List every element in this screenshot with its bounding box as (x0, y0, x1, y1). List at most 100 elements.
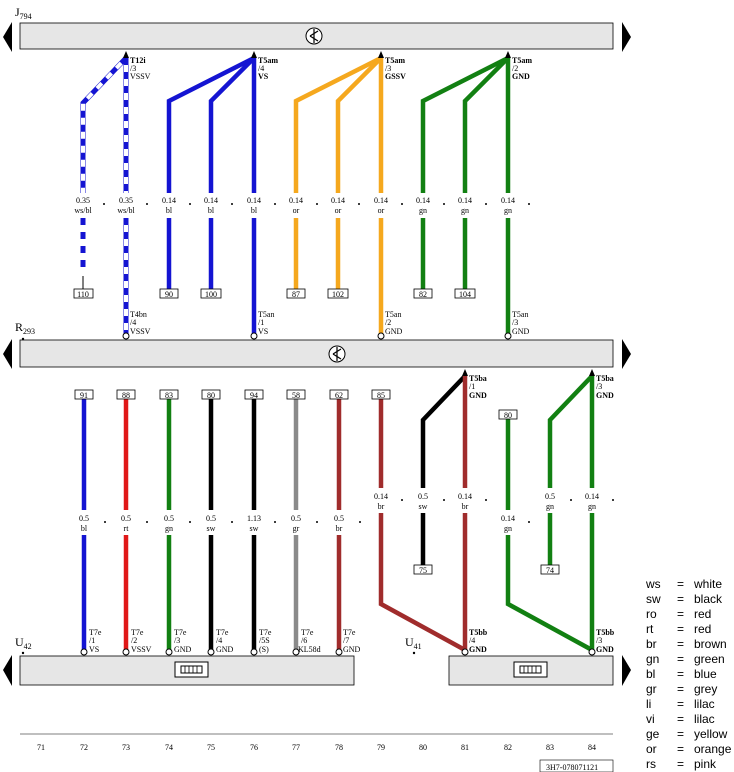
svg-text:sw: sw (419, 502, 428, 511)
svg-text:/4: /4 (216, 636, 222, 645)
svg-text:0.14: 0.14 (331, 196, 345, 205)
svg-text:0.5: 0.5 (206, 514, 216, 523)
svg-text:GND: GND (469, 391, 487, 400)
svg-text:br: br (336, 524, 343, 533)
svg-text:or: or (646, 742, 657, 756)
svg-text:0.5: 0.5 (79, 514, 89, 523)
svg-text:red: red (694, 607, 711, 621)
label-u42: U42 (15, 635, 32, 651)
svg-text:81: 81 (461, 743, 469, 752)
connector-t7e-1: T7e/1VS (89, 628, 102, 654)
svg-text:0.5: 0.5 (418, 492, 428, 501)
svg-text:grey: grey (694, 682, 717, 696)
svg-text:0.14: 0.14 (374, 492, 388, 501)
svg-text:GND: GND (385, 327, 403, 336)
svg-text:0.14: 0.14 (162, 196, 176, 205)
svg-text:br: br (646, 637, 657, 651)
svg-text:79: 79 (377, 743, 385, 752)
svg-text:green: green (694, 652, 725, 666)
svg-text:0.14: 0.14 (289, 196, 303, 205)
svg-text:VSSV: VSSV (130, 327, 151, 336)
connector-mid-2: T5an /1 VS (258, 310, 274, 336)
svg-text:ws/bl: ws/bl (117, 206, 135, 215)
svg-text:85: 85 (377, 391, 385, 400)
svg-text:li: li (646, 697, 651, 711)
svg-text:0.5: 0.5 (291, 514, 301, 523)
svg-text:gn: gn (546, 502, 554, 511)
svg-text:GND: GND (216, 645, 234, 654)
svg-text:GND: GND (469, 645, 487, 654)
connector-mid-3: T5an /2 GND (385, 310, 403, 336)
svg-text:ro: ro (646, 607, 657, 621)
label-r293: R293 (15, 320, 35, 336)
svg-text:/6: /6 (301, 636, 307, 645)
svg-text:75: 75 (419, 566, 427, 575)
svg-text:71: 71 (37, 743, 45, 752)
svg-text:yellow: yellow (694, 727, 728, 741)
upper-ref-boxes: 110 90 100 87 102 82 104 (73, 288, 476, 299)
svg-text:lilac: lilac (694, 712, 715, 726)
svg-text:T7e: T7e (216, 628, 229, 637)
svg-text:/5S: /5S (259, 636, 270, 645)
svg-text:/3: /3 (385, 64, 391, 73)
wire-gn-lower-3 (547, 374, 594, 565)
svg-text:110: 110 (77, 290, 89, 299)
svg-text:T5an: T5an (512, 310, 528, 319)
svg-text:91: 91 (80, 391, 88, 400)
svg-text:sw: sw (646, 592, 661, 606)
svg-text:GND: GND (596, 645, 614, 654)
svg-text:0.14: 0.14 (501, 196, 515, 205)
svg-text:=: = (677, 712, 684, 726)
connector-mid-1: T4bn /4 VSSV (130, 310, 151, 336)
lower-separator-dots (104, 499, 614, 523)
svg-text:=: = (677, 757, 684, 771)
svg-text:104: 104 (459, 290, 471, 299)
svg-text:0.14: 0.14 (204, 196, 218, 205)
svg-text:sw: sw (207, 524, 216, 533)
svg-text:/3: /3 (596, 636, 602, 645)
connector-t5ba-1: T5ba /1 GND (469, 374, 487, 400)
lower-ref-boxes-bottom: 75 74 (413, 564, 560, 575)
svg-text:75: 75 (207, 743, 215, 752)
svg-text:or: or (378, 206, 385, 215)
arrow-left-icon (3, 22, 12, 52)
svg-text:/3: /3 (512, 318, 518, 327)
track-numbers: 71 72 73 74 75 76 77 78 79 80 81 82 83 8… (37, 743, 596, 752)
svg-text:74: 74 (546, 566, 554, 575)
svg-text:58: 58 (292, 391, 300, 400)
svg-text:or: or (335, 206, 342, 215)
svg-text:rt: rt (646, 622, 654, 636)
connector-top-1: T12i /3 VSSV (130, 56, 151, 81)
svg-text:gr: gr (293, 524, 300, 533)
svg-text:T7e: T7e (89, 628, 102, 637)
svg-text:gn: gn (504, 206, 512, 215)
svg-text:rt: rt (124, 524, 130, 533)
arrow-right-icon (622, 655, 631, 686)
svg-text:/4: /4 (258, 64, 264, 73)
svg-text:gn: gn (461, 206, 469, 215)
svg-text:/2: /2 (512, 64, 518, 73)
svg-text:black: black (694, 592, 723, 606)
svg-text:br: br (462, 502, 469, 511)
arrow-left-icon (3, 339, 12, 369)
svg-text:/7: /7 (343, 636, 349, 645)
svg-text:blue: blue (694, 667, 717, 681)
svg-text:=: = (677, 727, 684, 741)
svg-text:T5ba: T5ba (596, 374, 614, 383)
svg-text:br: br (378, 502, 385, 511)
svg-text:ws: ws (645, 577, 661, 591)
svg-text:80: 80 (207, 391, 215, 400)
svg-text:83: 83 (546, 743, 554, 752)
wire-br-lower-2 (378, 399, 467, 652)
arrow-right-icon (622, 22, 631, 52)
svg-text:(S): (S) (259, 645, 269, 654)
svg-text:=: = (677, 682, 684, 696)
pin-markers-bottom (80, 648, 596, 656)
svg-text:0.14: 0.14 (416, 196, 430, 205)
